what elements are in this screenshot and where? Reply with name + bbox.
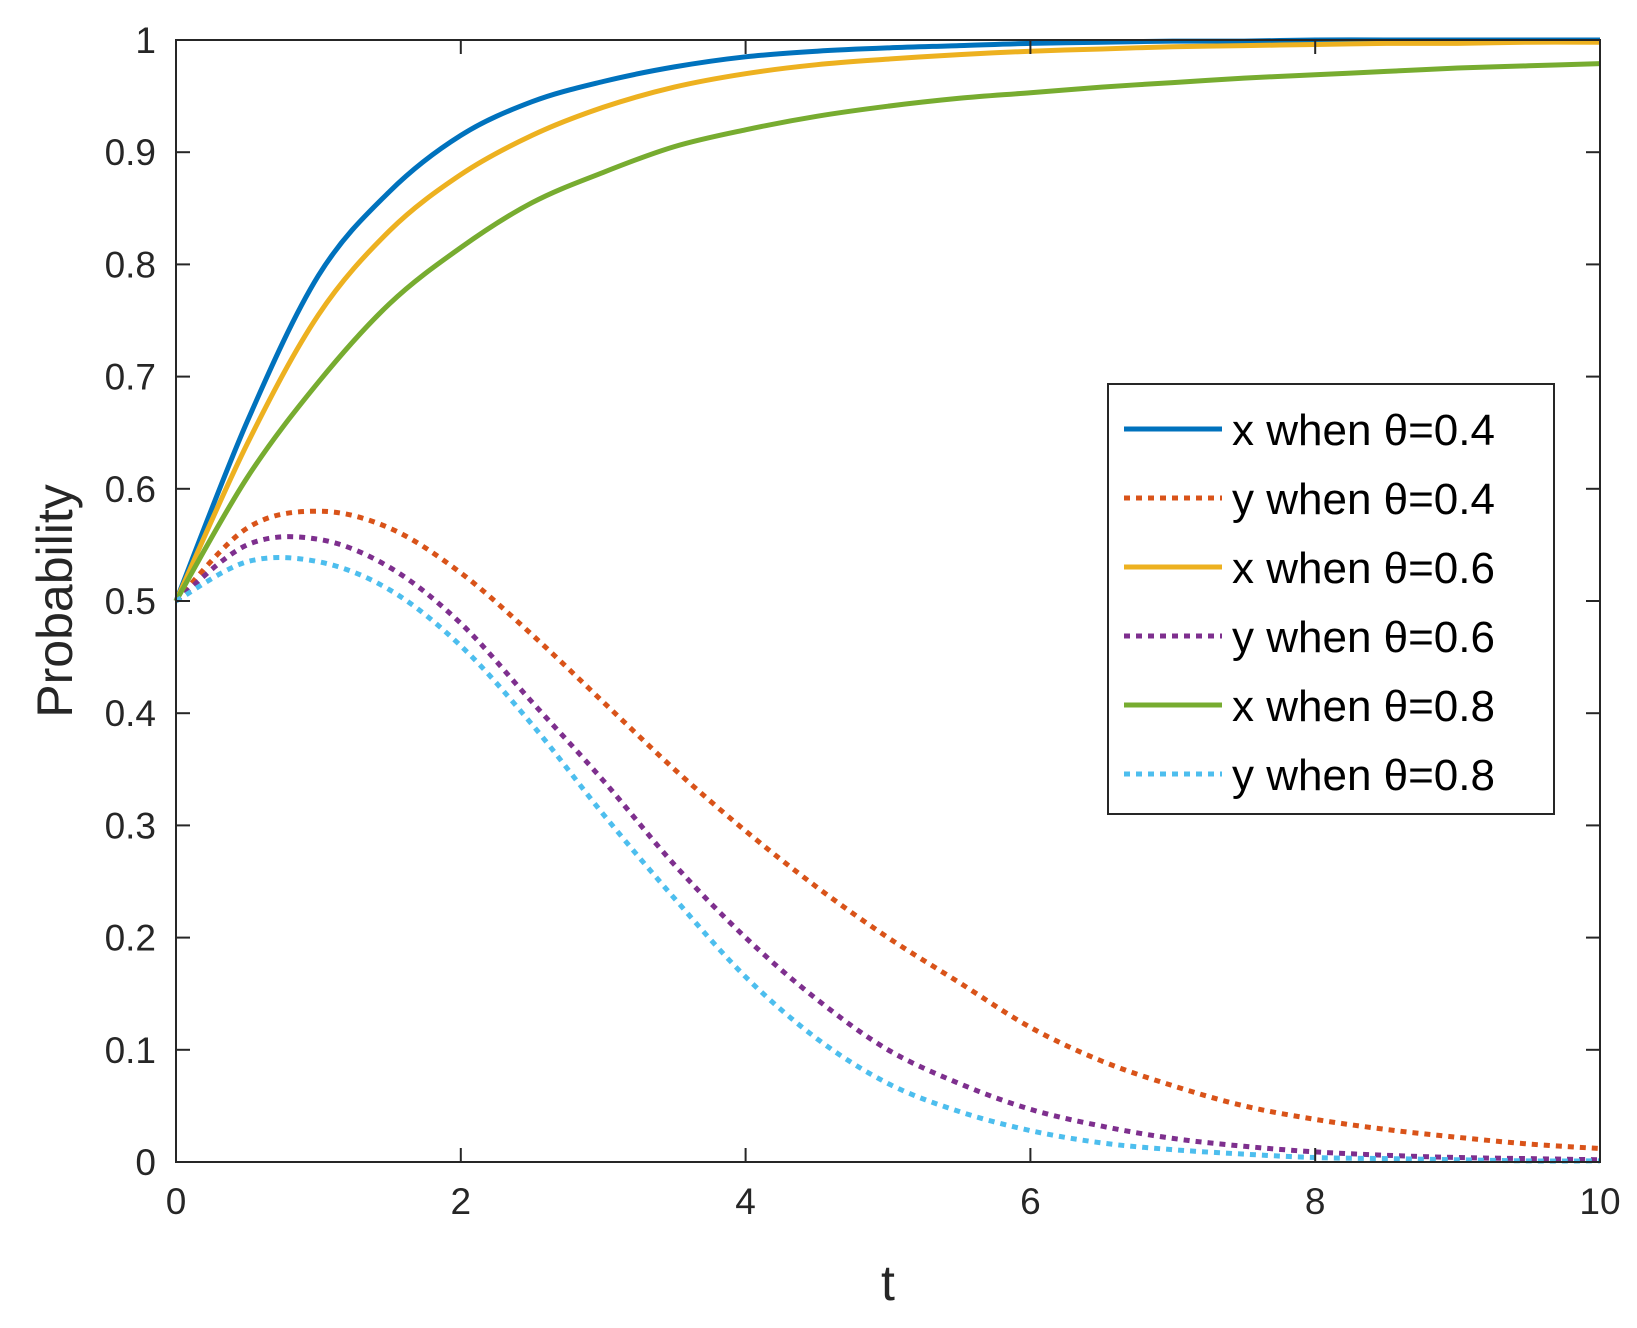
legend: x when θ=0.4 y when θ=0.4 x when θ=0.6 y wh… [1107,383,1555,815]
series-line-3 [173,39,1601,603]
legend-label-4: y when θ=0.6 [1232,613,1495,662]
x-tick-label: 6 [1020,1181,1041,1222]
y-tick-label: 0.2 [105,918,156,959]
series-line-5 [173,61,1601,603]
y-tick-label: 0.7 [105,357,156,398]
y-tick-label: 0.1 [105,1030,156,1071]
x-tick-label: 10 [1579,1181,1620,1222]
y-tick-label: 0.6 [105,469,156,510]
legend-label-3: x when θ=0.6 [1232,544,1495,593]
y-tick-label: 0.9 [105,132,156,173]
legend-label-2: y when θ=0.4 [1232,475,1495,524]
y-tick-label: 0.8 [105,244,156,285]
y-tick-label: 0 [135,1142,156,1183]
y-axis-label: Probability [27,484,83,717]
legend-label-5: x when θ=0.8 [1232,682,1495,731]
y-tick-label: 0.5 [105,581,156,622]
x-axis-label: t [881,1255,895,1311]
x-tick-label: 4 [735,1181,756,1222]
x-tick-label: 8 [1305,1181,1326,1222]
x-tick-label: 2 [451,1181,472,1222]
y-tick-label: 0.4 [105,693,156,734]
legend-label-6: y when θ=0.8 [1232,751,1495,800]
series-line-6 [174,555,1601,1164]
y-tick-label: 0.3 [105,805,156,846]
x-tick-label: 0 [166,1181,187,1222]
series-line-2 [174,508,1601,1151]
legend-box [1107,383,1555,815]
y-tick-label: 1 [135,20,156,61]
legend-label-1: x when θ=0.4 [1232,406,1495,455]
axes-layer: 0 2 4 6 8 10 0 0.1 0.2 0.3 0.4 0.5 0.6 0.7 0.8 0.9 1 [105,20,1621,1222]
